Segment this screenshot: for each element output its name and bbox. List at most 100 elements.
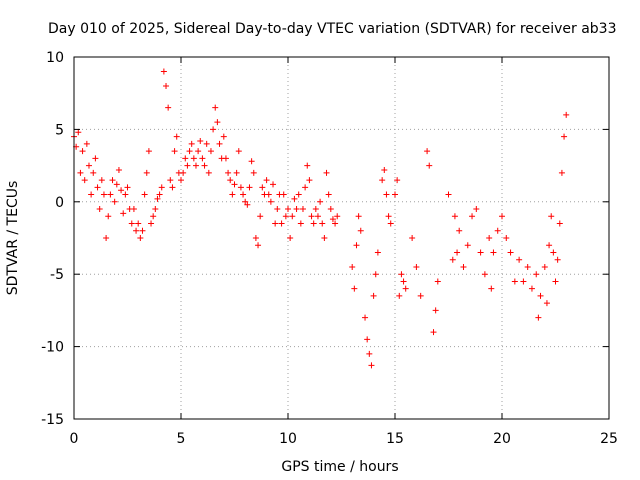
data-point: [387, 220, 394, 227]
data-point: [486, 235, 493, 241]
data-point: [494, 227, 501, 234]
data-point: [237, 184, 244, 191]
data-point: [280, 191, 287, 198]
data-point: [364, 336, 371, 343]
data-point: [314, 213, 321, 220]
data-point: [94, 184, 101, 191]
data-point: [244, 201, 251, 208]
data-point: [246, 184, 253, 191]
data-point: [535, 314, 542, 321]
data-point: [272, 220, 279, 227]
data-point: [546, 242, 553, 249]
data-point: [310, 220, 317, 227]
data-point: [109, 177, 116, 184]
data-point: [156, 191, 163, 198]
data-point: [473, 206, 480, 213]
data-point: [460, 263, 467, 270]
data-point: [552, 278, 559, 285]
data-point: [329, 216, 336, 223]
data-point: [118, 187, 125, 194]
data-point: [216, 140, 223, 147]
data-point: [355, 213, 362, 220]
data-point: [263, 177, 270, 184]
data-point: [139, 227, 146, 234]
data-point: [278, 220, 285, 227]
data-point: [543, 300, 550, 307]
data-point: [133, 227, 140, 234]
data-point: [186, 148, 193, 155]
data-point: [250, 169, 257, 176]
y-tick-label: 5: [55, 122, 64, 138]
data-point: [385, 213, 392, 220]
data-point: [561, 133, 568, 140]
data-point: [79, 148, 86, 155]
data-point: [229, 191, 236, 198]
data-point: [381, 166, 388, 173]
data-point: [274, 206, 281, 213]
data-point: [199, 155, 206, 162]
data-point: [222, 155, 229, 162]
data-point: [88, 191, 95, 198]
data-point: [563, 111, 570, 118]
data-point: [409, 235, 416, 241]
data-point: [503, 235, 510, 241]
data-point: [537, 292, 544, 299]
data-point: [165, 104, 172, 111]
data-point: [178, 177, 184, 184]
data-point: [214, 119, 221, 126]
data-point: [227, 177, 234, 184]
data-point: [372, 271, 379, 278]
data-point: [308, 213, 315, 220]
data-point: [96, 206, 103, 213]
y-tick-label: 0: [55, 195, 64, 211]
data-point: [130, 206, 137, 213]
data-point: [207, 148, 214, 155]
data-point: [293, 206, 300, 213]
y-tick-label: -5: [50, 267, 64, 283]
data-point: [413, 263, 420, 270]
data-point: [499, 213, 505, 220]
data-point: [143, 169, 150, 176]
data-point: [248, 158, 255, 165]
data-point: [488, 285, 495, 292]
data-point: [180, 169, 187, 176]
data-point: [100, 191, 107, 198]
data-point: [240, 191, 247, 198]
data-point: [469, 213, 476, 220]
data-point: [550, 249, 557, 256]
data-point: [158, 184, 165, 191]
data-point: [201, 162, 208, 169]
data-point: [556, 220, 563, 227]
data-point: [220, 133, 227, 140]
data-point: [295, 191, 302, 198]
data-point: [85, 162, 92, 169]
data-point: [464, 242, 471, 249]
data-point: [103, 235, 110, 241]
data-point: [163, 82, 170, 89]
data-point: [321, 235, 328, 241]
data-point: [312, 206, 319, 213]
data-point: [167, 177, 174, 184]
data-point: [524, 263, 531, 270]
data-point: [434, 278, 441, 285]
data-point: [481, 271, 488, 278]
x-tick-label: 20: [493, 431, 511, 447]
x-tick-label: 25: [600, 431, 618, 447]
data-point: [81, 177, 88, 184]
data-point: [398, 271, 405, 278]
data-point: [299, 206, 306, 213]
data-point: [267, 198, 274, 205]
data-point: [520, 278, 527, 285]
data-point: [289, 213, 296, 220]
data-point: [192, 162, 199, 169]
data-point: [150, 213, 157, 220]
y-tick-label: -10: [41, 340, 64, 356]
data-point: [233, 169, 240, 176]
x-tick-label: 10: [279, 431, 297, 447]
y-tick-label: 10: [46, 50, 64, 66]
data-point: [160, 68, 167, 75]
data-point: [424, 148, 431, 155]
data-point: [304, 162, 311, 169]
data-point: [430, 329, 437, 336]
